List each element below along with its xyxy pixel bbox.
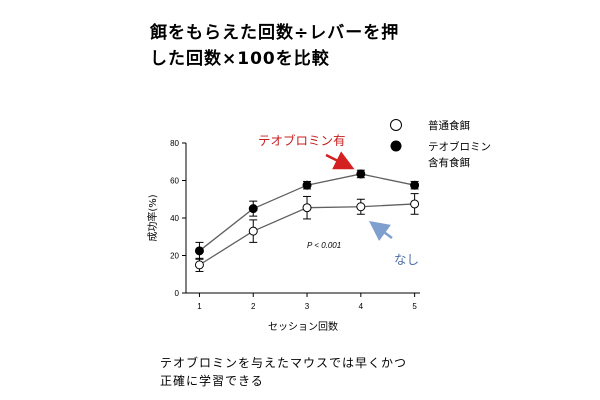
y-tick-label: 60 (170, 177, 179, 186)
series-theobromine-diet (194, 169, 420, 260)
data-point-filled (410, 180, 420, 190)
x-tick-label: 1 (197, 302, 202, 311)
y-tick-label: 40 (170, 214, 179, 223)
x-tick-label: 4 (359, 302, 364, 311)
blue-arrow (368, 221, 393, 241)
legend: 普通食餌 テオブロミン 含有食餌 (390, 119, 491, 169)
ticks: 0 20 40 60 80 1 2 3 4 5 (170, 139, 417, 311)
y-tick-label: 20 (170, 252, 179, 261)
legend-open-circle-marker (390, 119, 402, 131)
data-point-open (410, 199, 420, 209)
series-regular-diet (194, 193, 420, 272)
p-value-annotation: P < 0.001 (307, 241, 341, 250)
red-arrow (325, 151, 355, 170)
legend-label-regular: 普通食餌 (428, 119, 470, 132)
x-axis-label: セッション回数 (268, 320, 338, 333)
conclusion-text: テオブロミンを与えたマウスでは早くかつ 正確に学習できる (160, 354, 480, 390)
data-point-open (248, 226, 258, 236)
chart-caption: 餌をもらえた回数÷レバーを押 した回数×100を比較 (150, 20, 450, 72)
data-point-filled (356, 169, 366, 179)
y-axis-label: 成功率(%) (146, 194, 159, 241)
caption-line-1: 餌をもらえた回数÷レバーを押 (150, 23, 400, 43)
data-point-filled (248, 204, 258, 214)
y-tick-label: 80 (170, 139, 179, 148)
annotation-without: なし (394, 252, 419, 267)
legend-label-theobromine-line2: 含有食餌 (428, 156, 470, 169)
x-tick-label: 2 (251, 302, 256, 311)
caption-line-2: した回数×100を比較 (150, 49, 330, 69)
conclusion-line-2: 正確に学習できる (160, 374, 264, 388)
axes (185, 143, 420, 294)
series-group (194, 169, 420, 272)
data-point-open (302, 203, 312, 213)
data-point-filled (194, 246, 204, 256)
legend-label-theobromine-line1: テオブロミン (428, 140, 491, 153)
conclusion-line-1: テオブロミンを与えたマウスでは早くかつ (160, 356, 408, 370)
y-tick-label: 0 (175, 289, 180, 298)
data-point-filled (302, 180, 312, 190)
annotation-with-theobromine: テオブロミン有 (258, 133, 346, 148)
data-point-open (356, 202, 366, 212)
x-tick-label: 5 (412, 302, 417, 311)
legend-filled-circle-marker (390, 140, 402, 152)
x-tick-label: 3 (305, 302, 310, 311)
data-point-open (194, 260, 204, 270)
